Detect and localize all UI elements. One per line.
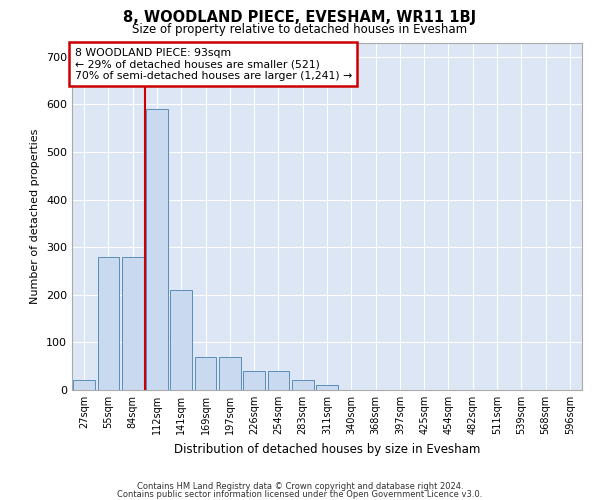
Text: Contains HM Land Registry data © Crown copyright and database right 2024.: Contains HM Land Registry data © Crown c… xyxy=(137,482,463,491)
Bar xyxy=(122,256,143,390)
Bar xyxy=(170,290,192,390)
Text: 8, WOODLAND PIECE, EVESHAM, WR11 1BJ: 8, WOODLAND PIECE, EVESHAM, WR11 1BJ xyxy=(124,10,476,25)
Bar xyxy=(97,256,119,390)
Text: 8 WOODLAND PIECE: 93sqm
← 29% of detached houses are smaller (521)
70% of semi-d: 8 WOODLAND PIECE: 93sqm ← 29% of detache… xyxy=(74,48,352,81)
Bar xyxy=(146,109,168,390)
Y-axis label: Number of detached properties: Number of detached properties xyxy=(31,128,40,304)
Bar xyxy=(268,371,289,390)
Text: Size of property relative to detached houses in Evesham: Size of property relative to detached ho… xyxy=(133,22,467,36)
Bar xyxy=(292,380,314,390)
Bar xyxy=(243,371,265,390)
X-axis label: Distribution of detached houses by size in Evesham: Distribution of detached houses by size … xyxy=(174,442,480,456)
Bar xyxy=(316,385,338,390)
Text: Contains public sector information licensed under the Open Government Licence v3: Contains public sector information licen… xyxy=(118,490,482,499)
Bar xyxy=(194,356,217,390)
Bar xyxy=(219,356,241,390)
Bar xyxy=(73,380,95,390)
